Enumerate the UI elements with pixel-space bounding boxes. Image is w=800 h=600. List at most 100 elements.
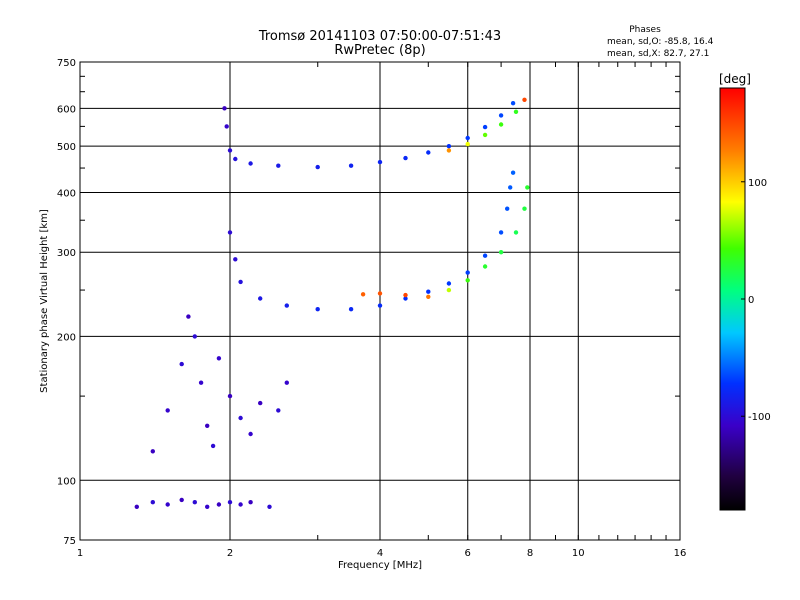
data-point xyxy=(465,135,470,141)
x-tick-label: 8 xyxy=(527,548,533,559)
colorbar-gradient xyxy=(719,87,746,511)
data-point xyxy=(465,141,470,147)
data-point xyxy=(165,408,170,413)
data-point xyxy=(216,502,222,507)
colorbar-tick-label: 0 xyxy=(748,295,754,306)
phases-header: Phases xyxy=(629,25,661,35)
data-point xyxy=(205,504,210,509)
chart-subtitle: RwPretec (8p) xyxy=(334,43,425,58)
data-point xyxy=(465,270,470,275)
data-point xyxy=(498,113,504,118)
data-point xyxy=(179,361,184,367)
data-point xyxy=(165,502,170,507)
data-point xyxy=(224,124,229,129)
data-point xyxy=(233,156,238,162)
data-point xyxy=(446,281,452,286)
data-point xyxy=(258,296,263,301)
data-point xyxy=(233,257,238,262)
data-point xyxy=(498,122,504,127)
data-point xyxy=(482,124,488,130)
data-point xyxy=(426,289,431,294)
y-tick-label: 75 xyxy=(63,536,76,547)
data-point xyxy=(192,500,197,505)
data-point xyxy=(508,185,513,190)
data-point xyxy=(210,443,216,449)
data-point xyxy=(315,307,320,312)
data-point xyxy=(360,292,366,297)
x-tick-label: 6 xyxy=(465,548,471,559)
data-point xyxy=(465,278,470,283)
data-point xyxy=(276,163,281,168)
phases-mean-x: mean, sd,X: 82.7, 27.1 xyxy=(607,49,709,59)
phases-mean-o: mean, sd,O: -85.8, 16.4 xyxy=(607,37,714,47)
data-point xyxy=(377,291,383,296)
x-tick-label: 2 xyxy=(227,548,233,559)
chart-title: Tromsø 20141103 07:50:00-07:51:43 xyxy=(258,29,501,44)
data-point xyxy=(284,303,289,308)
x-tick-label: 16 xyxy=(674,548,687,559)
data-point xyxy=(227,230,233,235)
data-point xyxy=(222,106,227,111)
data-points xyxy=(134,97,530,509)
data-point xyxy=(227,393,233,399)
data-point xyxy=(525,185,530,190)
data-point xyxy=(258,400,263,406)
data-point xyxy=(216,356,222,361)
colorbar: [deg] 100 0 -100 xyxy=(719,72,771,511)
data-point xyxy=(482,253,488,258)
y-tick-label: 300 xyxy=(57,248,76,259)
data-point xyxy=(150,449,155,454)
data-point xyxy=(248,431,253,437)
data-point xyxy=(348,163,354,168)
data-point xyxy=(348,307,354,312)
data-point xyxy=(522,206,527,211)
y-tick-label: 400 xyxy=(57,188,76,199)
data-point xyxy=(426,294,431,299)
data-point xyxy=(403,296,408,301)
data-point xyxy=(248,161,253,166)
colorbar-tick-label: -100 xyxy=(748,412,771,423)
data-point xyxy=(498,230,504,235)
y-tick-label: 100 xyxy=(57,476,76,487)
data-point xyxy=(186,314,191,319)
data-point xyxy=(227,500,233,505)
data-point xyxy=(377,303,383,308)
x-tick-label: 10 xyxy=(572,548,585,559)
data-point xyxy=(510,101,516,106)
y-axis: 75 100 200 300 400 500 600 750 xyxy=(57,58,680,547)
data-point xyxy=(482,132,488,138)
y-tick-label: 750 xyxy=(57,58,76,69)
data-point xyxy=(498,250,504,255)
x-tick-label: 4 xyxy=(377,548,383,559)
data-point xyxy=(482,264,488,269)
data-point xyxy=(150,500,155,505)
data-point xyxy=(198,380,204,385)
x-tick-label: 1 xyxy=(77,548,83,559)
grid-lines xyxy=(80,62,680,540)
data-point xyxy=(403,292,408,298)
data-point xyxy=(403,155,408,161)
data-point xyxy=(426,150,431,155)
y-axis-label: Stationary phase Virtual Height [km] xyxy=(39,209,50,393)
data-point xyxy=(276,408,281,413)
data-point xyxy=(505,206,510,211)
data-point xyxy=(513,230,519,235)
data-point xyxy=(446,287,452,293)
data-point xyxy=(134,504,139,509)
colorbar-tick-label: 100 xyxy=(748,178,767,189)
data-point xyxy=(522,97,527,103)
data-point xyxy=(315,164,320,170)
y-tick-label: 200 xyxy=(57,332,76,343)
data-point xyxy=(238,415,243,421)
data-point xyxy=(238,502,243,507)
x-axis: 1 2 4 6 8 10 16 xyxy=(77,62,687,559)
data-point xyxy=(446,144,452,149)
y-tick-label: 600 xyxy=(57,104,76,115)
data-point xyxy=(205,423,210,428)
data-point xyxy=(446,148,452,153)
data-point xyxy=(192,334,197,339)
data-point xyxy=(513,109,519,115)
data-point xyxy=(267,504,272,509)
y-tick-label: 500 xyxy=(57,142,76,153)
